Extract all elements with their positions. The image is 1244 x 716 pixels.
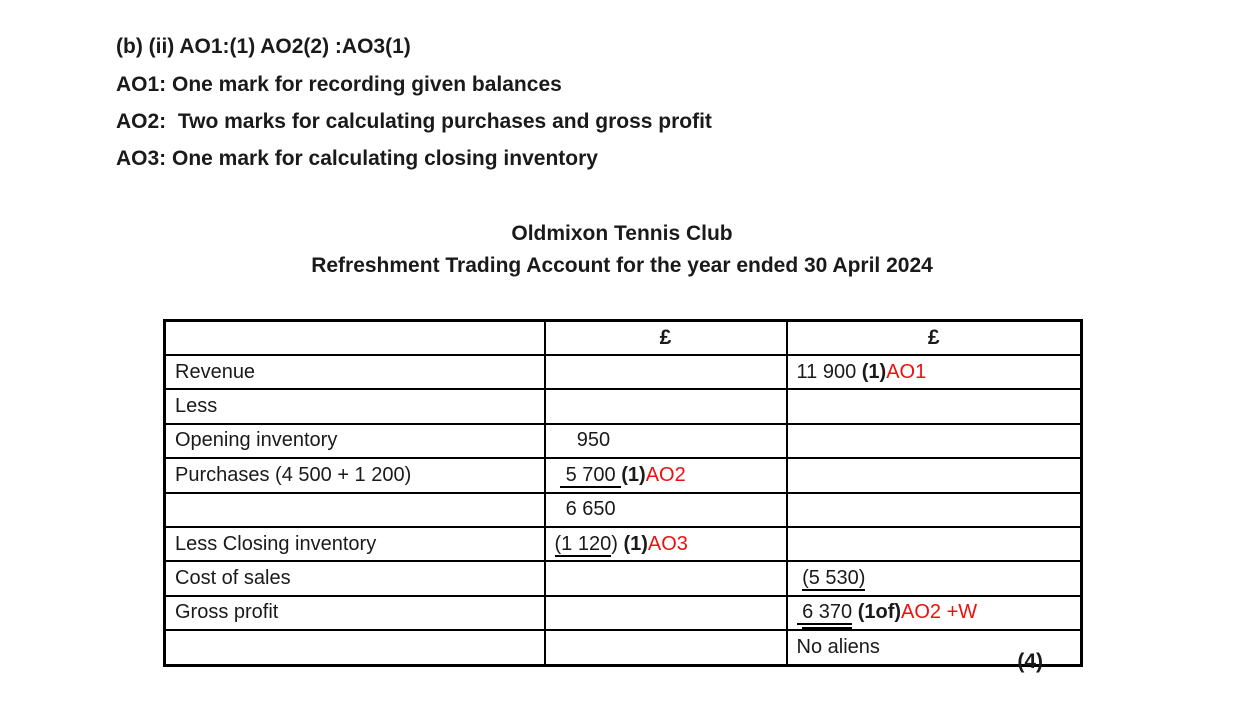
cell-text-segment: AO2 +W <box>901 601 978 624</box>
table-row: Opening inventory 950 <box>163 422 1083 460</box>
ao1-note: AO1: One mark for recording given balanc… <box>116 73 562 96</box>
account-subtitle: Refreshment Trading Account for the year… <box>311 254 933 277</box>
cell-text-segment: 950 <box>554 429 611 452</box>
amount-cell-col3 <box>785 457 1083 494</box>
cell-text-segment: (1) <box>621 463 646 486</box>
amount-cell-col3 <box>785 491 1083 528</box>
row-label-cell: Cost of sales <box>163 560 546 597</box>
column-header-pound: £ <box>785 319 1083 356</box>
cell-text-segment: 5 700 <box>560 463 622 488</box>
marks-total: (4) <box>1017 650 1043 673</box>
row-label-cell: Less Closing inventory <box>163 525 546 563</box>
table-row: Less Closing inventory (1 120) (1)AO3 <box>163 525 1083 563</box>
amount-cell-col3 <box>785 525 1083 563</box>
account-title: Oldmixon Tennis Club <box>511 222 733 245</box>
cell-text-segment: ) <box>611 532 624 555</box>
column-header-pound: £ <box>543 319 788 356</box>
table-row: 6 650 <box>163 491 1083 528</box>
amount-cell-col3 <box>785 388 1083 425</box>
row-label-cell <box>163 629 546 667</box>
amount-cell-col2: (1 120) (1)AO3 <box>543 525 788 563</box>
cell-text-segment: (5 530) <box>802 567 866 592</box>
question-heading: (b) (ii) AO1:(1) AO2(2) :AO3(1) <box>116 35 411 58</box>
cell-text-segment: (1 120 <box>554 532 612 557</box>
cell-text-segment: AO1 <box>886 360 927 383</box>
table-row: Less <box>163 388 1083 425</box>
cell-text-segment: (1) <box>861 360 887 383</box>
table-header: £ £ <box>163 319 1083 356</box>
table-row: No aliens <box>163 629 1083 667</box>
amount-cell-col3: 11 900 (1)AO1 <box>785 353 1083 391</box>
ao2-note: AO2: Two marks for calculating purchases… <box>116 110 712 133</box>
table-row: Purchases (4 500 + 1 200) 5 700 (1)AO2 <box>163 457 1083 494</box>
amount-cell-col2 <box>543 388 788 425</box>
table-row: Gross profit 6 370 (1of)AO2 +W <box>163 594 1083 632</box>
amount-cell-col2 <box>543 353 788 391</box>
cell-text-segment: AO2 <box>645 463 686 486</box>
table-row: Cost of sales (5 530) <box>163 560 1083 597</box>
table-row: Revenue 11 900 (1)AO1 <box>163 353 1083 391</box>
cell-text-segment: 11 900 <box>796 360 862 383</box>
table-body: Revenue 11 900 (1)AO1 Less Opening inventor… <box>163 353 1083 667</box>
amount-cell-col2: 5 700 (1)AO2 <box>543 457 788 494</box>
amount-cell-col2: 6 650 <box>543 491 788 528</box>
row-label-cell: Purchases (4 500 + 1 200) <box>163 457 546 494</box>
row-label-cell: Gross profit <box>163 594 546 632</box>
amount-cell-col2: 950 <box>543 422 788 460</box>
row-label-cell: Opening inventory <box>163 422 546 460</box>
trading-account-table: £ £ Revenue 11 900 (1)AO1 Less Opening inven… <box>163 319 1083 667</box>
cell-text-segment: 6 370 <box>802 601 853 630</box>
amount-cell-col3: 6 370 (1of)AO2 +W <box>785 594 1083 632</box>
amount-cell-col2 <box>543 629 788 667</box>
amount-cell-col2 <box>543 594 788 632</box>
double-underline-text: 6 370 <box>802 601 853 630</box>
column-header-blank <box>163 319 546 356</box>
cell-text-segment: (1) <box>623 532 648 555</box>
amount-cell-col3: No aliens <box>785 629 1083 667</box>
row-label-cell: Less <box>163 388 546 425</box>
ao3-note: AO3: One mark for calculating closing in… <box>116 147 598 170</box>
cell-text-segment: No aliens <box>796 635 880 658</box>
amount-cell-col3 <box>785 422 1083 460</box>
row-label-cell <box>163 491 546 528</box>
cell-text-segment: AO3 <box>647 532 688 555</box>
cell-text-segment: (1of) <box>857 601 902 624</box>
header-row: £ £ <box>163 319 1083 356</box>
row-label-cell: Revenue <box>163 353 546 391</box>
amount-cell-col3: (5 530) <box>785 560 1083 597</box>
cell-text-segment: 6 650 <box>554 498 616 521</box>
amount-cell-col2 <box>543 560 788 597</box>
